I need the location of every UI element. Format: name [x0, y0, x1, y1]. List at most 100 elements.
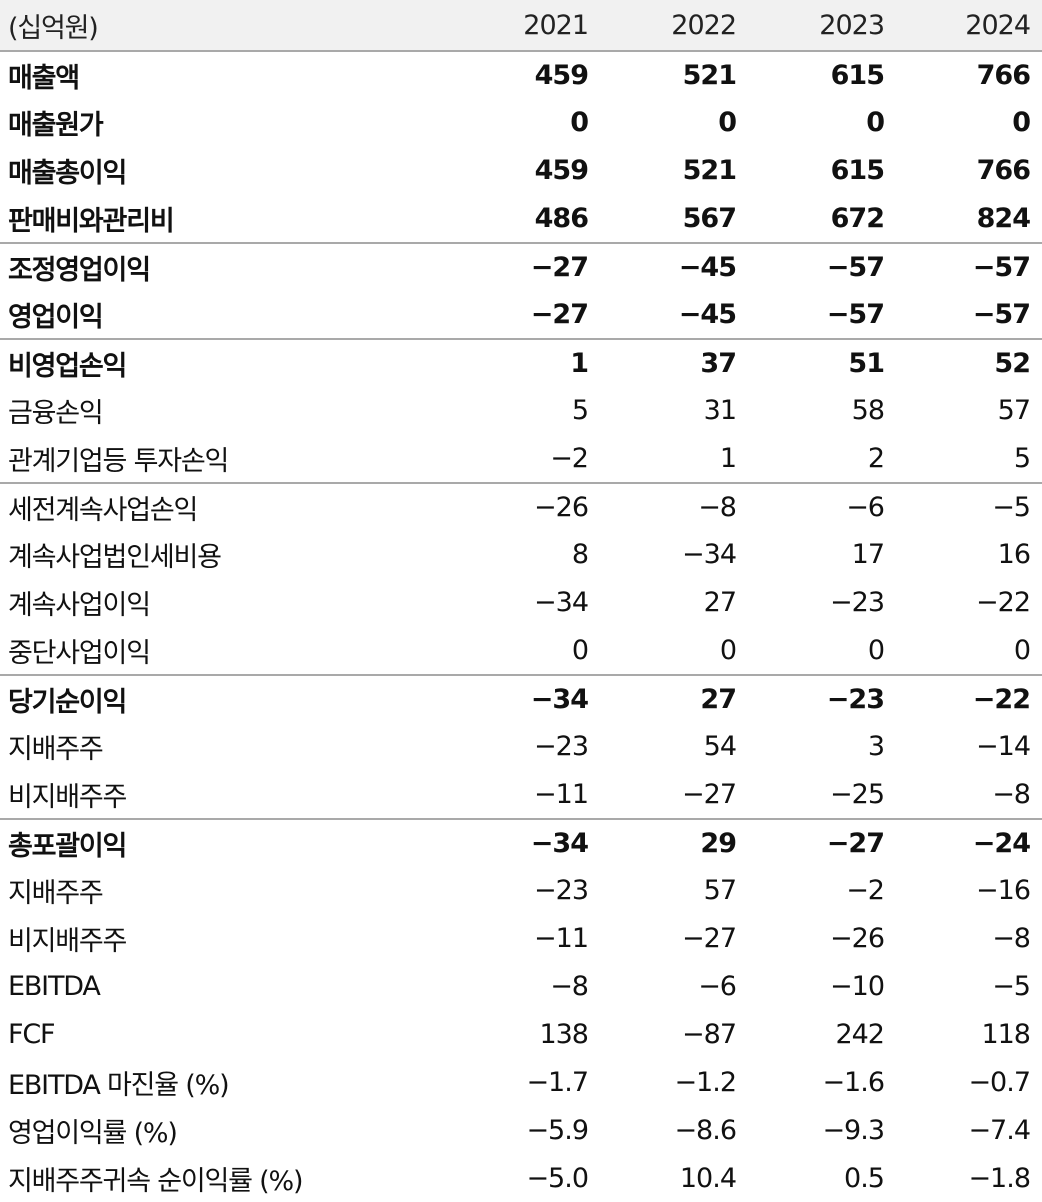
cell-2023: 3 — [867, 730, 885, 762]
table-row: 영업이익률 (%) −5.9 −8.6 −9.3 −7.4 — [0, 1106, 1042, 1154]
cell-2023: −23 — [826, 683, 885, 715]
row-label: 영업이익 — [8, 301, 104, 333]
cell-2022: 31 — [703, 394, 737, 426]
cell-2024: −5 — [992, 970, 1031, 1002]
row-label: 세전계속사업손익 — [8, 494, 198, 526]
cell-2023: 615 — [830, 154, 885, 186]
table-row: 비지배주주 −11 −27 −25 −8 — [0, 770, 1042, 818]
row-label: 비지배주주 — [8, 925, 127, 957]
cell-2021: 0 — [571, 634, 589, 666]
cell-2024: 57 — [997, 394, 1031, 426]
cell-2024: −1.8 — [968, 1162, 1031, 1194]
cell-2024: 118 — [981, 1018, 1031, 1050]
cell-2024: 0 — [1012, 106, 1031, 138]
cell-2024: −0.7 — [968, 1066, 1031, 1098]
cell-2024: −8 — [992, 922, 1031, 954]
cell-2022: 521 — [682, 154, 737, 186]
cell-2022: 0 — [718, 106, 737, 138]
cell-2022: 1 — [719, 442, 737, 474]
row-label: EBITDA — [8, 970, 101, 1002]
table-row: 비지배주주 −11 −27 −26 −8 — [0, 914, 1042, 962]
row-label: FCF — [8, 1018, 56, 1050]
cell-2024: 766 — [976, 59, 1031, 91]
row-label: 매출총이익 — [8, 157, 127, 189]
year-header: 2024 — [965, 9, 1031, 41]
cell-2021: −34 — [530, 827, 589, 859]
table-header-row: (십억원) 2021 2022 2023 2024 — [0, 0, 1042, 50]
cell-2021: 486 — [534, 202, 589, 234]
cell-2022: 567 — [682, 202, 737, 234]
row-label: 중단사업이익 — [8, 637, 151, 669]
cell-2022: −45 — [678, 251, 737, 283]
cell-2021: −27 — [530, 298, 589, 330]
cell-2024: −7.4 — [968, 1114, 1031, 1146]
row-label: 매출액 — [8, 62, 80, 94]
cell-2021: −2 — [550, 442, 589, 474]
cell-2021: −5.9 — [526, 1114, 589, 1146]
cell-2022: −1.2 — [674, 1066, 737, 1098]
cell-2022: 27 — [700, 683, 737, 715]
cell-2021: 8 — [571, 538, 589, 570]
row-label: 관계기업등 투자손익 — [8, 445, 229, 477]
cell-2023: −25 — [830, 778, 885, 810]
table-row: 매출액 459 521 615 766 — [0, 50, 1042, 98]
table-row: 총포괄이익 −34 29 −27 −24 — [0, 818, 1042, 866]
cell-2022: −27 — [682, 778, 737, 810]
cell-2024: 766 — [976, 154, 1031, 186]
cell-2022: 27 — [703, 586, 737, 618]
year-header: 2022 — [671, 9, 737, 41]
row-label: 비영업손익 — [8, 350, 127, 382]
row-label: 금융손익 — [8, 397, 104, 429]
table-row: EBITDA 마진율 (%) −1.7 −1.2 −1.6 −0.7 — [0, 1058, 1042, 1106]
cell-2022: −34 — [682, 538, 737, 570]
cell-2024: −57 — [972, 251, 1031, 283]
table-row: 지배주주 −23 54 3 −14 — [0, 722, 1042, 770]
cell-2023: −26 — [830, 922, 885, 954]
cell-2022: 29 — [700, 827, 737, 859]
cell-2021: −23 — [534, 730, 589, 762]
table-row: 계속사업법인세비용 8 −34 17 16 — [0, 530, 1042, 578]
cell-2023: 58 — [851, 394, 885, 426]
cell-2021: −11 — [534, 778, 589, 810]
table-row: 지배주주 −23 57 −2 −16 — [0, 866, 1042, 914]
cell-2024: 824 — [976, 202, 1031, 234]
table-row: 매출총이익 459 521 615 766 — [0, 146, 1042, 194]
cell-2023: 0 — [866, 106, 885, 138]
table-row: 당기순이익 −34 27 −23 −22 — [0, 674, 1042, 722]
cell-2021: −27 — [530, 251, 589, 283]
table-row: 매출원가 0 0 0 0 — [0, 98, 1042, 146]
cell-2021: 1 — [570, 347, 589, 379]
cell-2024: −22 — [976, 586, 1031, 618]
cell-2021: −1.7 — [526, 1066, 589, 1098]
cell-2021: −34 — [530, 683, 589, 715]
cell-2024: −16 — [976, 874, 1031, 906]
cell-2022: 521 — [682, 59, 737, 91]
table-row: 조정영업이익 −27 −45 −57 −57 — [0, 242, 1042, 290]
cell-2023: 615 — [830, 59, 885, 91]
table-row: 금융손익 5 31 58 57 — [0, 386, 1042, 434]
cell-2023: 672 — [830, 202, 885, 234]
row-label: 판매비와관리비 — [8, 205, 175, 237]
cell-2023: 17 — [851, 538, 885, 570]
cell-2024: 5 — [1013, 442, 1031, 474]
row-label: 매출원가 — [8, 109, 104, 141]
table-row: EBITDA −8 −6 −10 −5 — [0, 962, 1042, 1010]
cell-2024: 0 — [1013, 634, 1031, 666]
row-label: 지배주주 — [8, 733, 104, 765]
cell-2022: −8.6 — [674, 1114, 737, 1146]
row-label: 지배주주 — [8, 877, 104, 909]
row-label: 지배주주귀속 순이익률 (%) — [8, 1165, 303, 1197]
cell-2022: 37 — [700, 347, 737, 379]
cell-2021: 138 — [539, 1018, 589, 1050]
year-header: 2023 — [819, 9, 885, 41]
cell-2022: 0 — [719, 634, 737, 666]
row-label: 비지배주주 — [8, 781, 127, 813]
cell-2022: −45 — [678, 298, 737, 330]
cell-2023: 0.5 — [844, 1162, 885, 1194]
cell-2024: −22 — [972, 683, 1031, 715]
cell-2024: 16 — [997, 538, 1031, 570]
cell-2023: −57 — [826, 298, 885, 330]
table-row: 비영업손익 1 37 51 52 — [0, 338, 1042, 386]
year-header: 2021 — [523, 9, 589, 41]
